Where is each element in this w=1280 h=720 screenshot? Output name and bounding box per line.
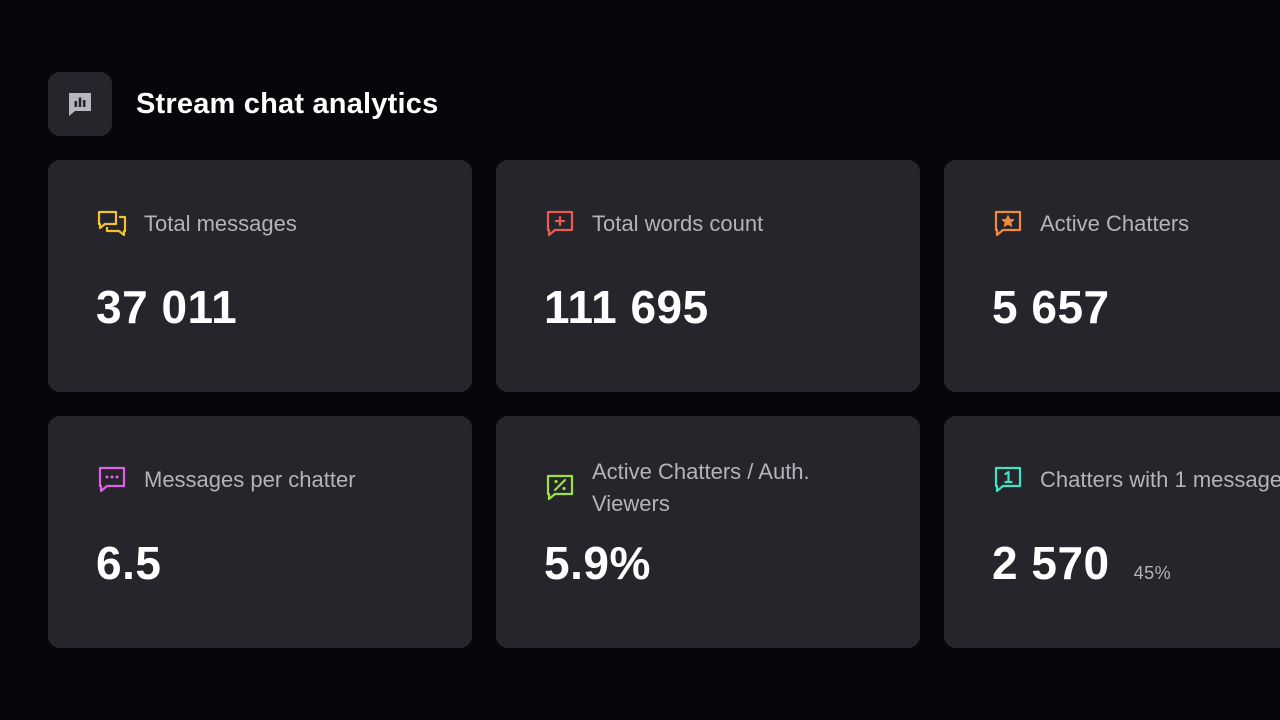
chat-star-icon [992,208,1024,240]
stat-card-one-message-chatters: Chatters with 1 message 2 570 45% [944,416,1280,648]
card-header: Messages per chatter [96,456,472,504]
card-label: Active Chatters / Auth. Viewers [592,459,810,516]
card-value: 111 695 [544,280,709,334]
card-header: Chatters with 1 message [992,456,1280,504]
card-label: Total messages [144,211,297,236]
value-number: 6.5 [96,537,162,589]
card-header: Active Chatters / Auth. Viewers [544,448,920,528]
chat-one-icon [992,464,1024,496]
card-label: Active Chatters [1040,211,1190,236]
chat-dots-icon [96,464,128,496]
card-header: Total messages [96,200,472,248]
card-value: 6.5 [96,536,161,590]
stat-card-messages-per-chatter: Messages per chatter 6.5 [48,416,472,648]
page-header: Stream chat analytics [48,72,438,136]
page-title: Stream chat analytics [136,87,439,120]
card-header: Active Chatters [992,200,1280,248]
value-percentage: 45% [1133,563,1172,583]
messages-icon [96,208,128,240]
card-value: 5.9% [544,536,651,590]
value-number: 5 657 [992,281,1110,333]
chat-plus-icon [544,208,576,240]
card-value: 2 570 45% [992,536,1171,590]
value-number: 111 695 [544,281,709,333]
card-label: Chatters with 1 message [1040,467,1280,492]
card-value: 5 657 [992,280,1110,334]
card-header: Total words count [544,200,920,248]
card-label: Total words count [592,211,764,236]
value-number: 2 570 [992,537,1110,589]
stat-card-total-words: Total words count 111 695 [496,160,920,392]
card-value: 37 011 [96,280,237,334]
stat-card-active-chatters: Active Chatters 5 657 [944,160,1280,392]
value-number: 5.9% [544,537,651,589]
card-label: Messages per chatter [144,467,356,492]
chat-percent-icon [544,472,576,504]
bar-chart-icon [48,72,112,136]
stat-card-total-messages: Total messages 37 011 [48,160,472,392]
stat-card-active-chatters-ratio: Active Chatters / Auth. Viewers 5.9% [496,416,920,648]
value-number: 37 011 [96,281,238,333]
